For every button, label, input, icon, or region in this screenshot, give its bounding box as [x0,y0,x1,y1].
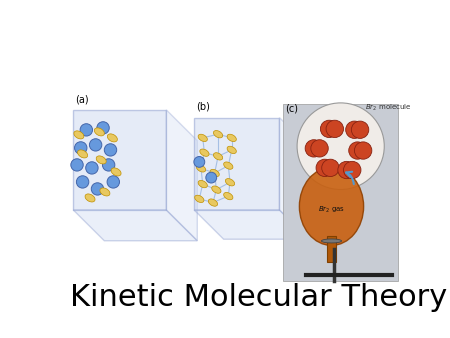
FancyBboxPatch shape [284,104,398,281]
Circle shape [355,142,372,159]
Circle shape [107,176,120,188]
Ellipse shape [212,186,221,193]
Ellipse shape [227,146,236,153]
Ellipse shape [196,165,206,172]
Circle shape [346,121,363,138]
Circle shape [80,124,93,136]
Ellipse shape [213,130,223,138]
Ellipse shape [200,149,209,156]
Circle shape [316,159,333,176]
Ellipse shape [198,180,207,188]
Text: $Br_2$ gas: $Br_2$ gas [318,205,345,215]
Circle shape [91,183,104,195]
Ellipse shape [94,128,104,136]
Ellipse shape [227,134,236,142]
Ellipse shape [100,188,110,196]
Circle shape [104,144,117,156]
Ellipse shape [210,169,219,177]
Circle shape [351,121,369,138]
Ellipse shape [224,192,233,200]
Ellipse shape [198,134,207,142]
Polygon shape [279,118,309,239]
Polygon shape [194,210,309,239]
Circle shape [305,140,323,157]
Ellipse shape [299,167,364,245]
Polygon shape [73,110,166,210]
Polygon shape [73,210,197,241]
Text: Kinetic Molecular Theory: Kinetic Molecular Theory [70,283,447,312]
Circle shape [103,159,115,171]
Circle shape [90,139,102,151]
Ellipse shape [108,134,117,142]
Circle shape [343,161,361,179]
Circle shape [97,122,109,134]
Circle shape [75,142,87,154]
Ellipse shape [195,195,204,202]
Circle shape [76,176,89,188]
Circle shape [338,161,356,179]
Circle shape [86,162,98,174]
Ellipse shape [85,194,95,202]
Circle shape [71,159,83,171]
Text: (a): (a) [75,94,89,104]
Ellipse shape [111,168,121,176]
Ellipse shape [96,156,106,164]
Polygon shape [166,110,197,241]
Bar [327,236,336,262]
Circle shape [320,120,338,138]
Ellipse shape [74,131,84,139]
Circle shape [322,159,339,176]
Text: $Br_2$ molecule: $Br_2$ molecule [364,102,411,113]
Ellipse shape [321,239,342,243]
Ellipse shape [77,150,88,158]
Ellipse shape [213,153,223,160]
Ellipse shape [224,162,233,169]
Circle shape [206,172,217,183]
Circle shape [311,140,328,157]
Text: (c): (c) [286,103,299,114]
Circle shape [349,142,366,159]
Ellipse shape [225,178,234,186]
Circle shape [194,156,205,167]
Ellipse shape [208,199,218,206]
Polygon shape [194,118,279,210]
Text: (b): (b) [196,102,210,112]
Circle shape [326,120,343,138]
Circle shape [297,103,384,190]
